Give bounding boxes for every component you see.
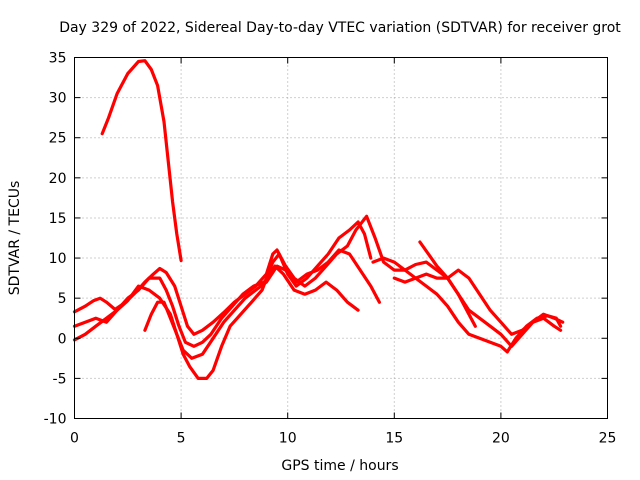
y-axis-label: SDTVAR / TECUs	[7, 181, 23, 296]
x-tick-label: 5	[177, 431, 186, 447]
series-arc-early-2	[72, 220, 373, 380]
axis-ticks: 0 5 10 15 20 25 -10 -5 0 5 10 15 20 25 30 35	[44, 51, 617, 447]
y-tick-label: 15	[49, 211, 67, 227]
y-tick-label: 0	[58, 331, 67, 347]
series-arc-high-peak	[100, 59, 183, 263]
y-tick-label: 5	[58, 291, 67, 307]
x-tick-label: 15	[385, 431, 403, 447]
data-series	[72, 59, 565, 380]
series-arc-early-3	[72, 264, 360, 348]
series-arc-early-1	[72, 214, 477, 336]
y-tick-label: 20	[49, 171, 67, 187]
y-tick-label: 30	[49, 91, 67, 107]
x-tick-label: 0	[70, 431, 79, 447]
chart-title: Day 329 of 2022, Sidereal Day-to-day VTE…	[59, 20, 621, 36]
series-arc-late-2	[418, 240, 565, 348]
x-tick-label: 10	[279, 431, 297, 447]
y-tick-label: 25	[49, 131, 67, 147]
x-tick-label: 25	[599, 431, 617, 447]
series-arc-early-4	[143, 248, 381, 360]
y-tick-label: 35	[49, 51, 67, 67]
plot-frame	[74, 57, 608, 419]
x-axis-label: GPS time / hours	[281, 458, 398, 474]
x-tick-label: 20	[492, 431, 510, 447]
y-tick-label: 10	[49, 251, 67, 267]
y-tick-label: -5	[53, 371, 67, 387]
series-arc-late-3	[392, 268, 563, 336]
y-tick-label: -10	[44, 412, 67, 428]
